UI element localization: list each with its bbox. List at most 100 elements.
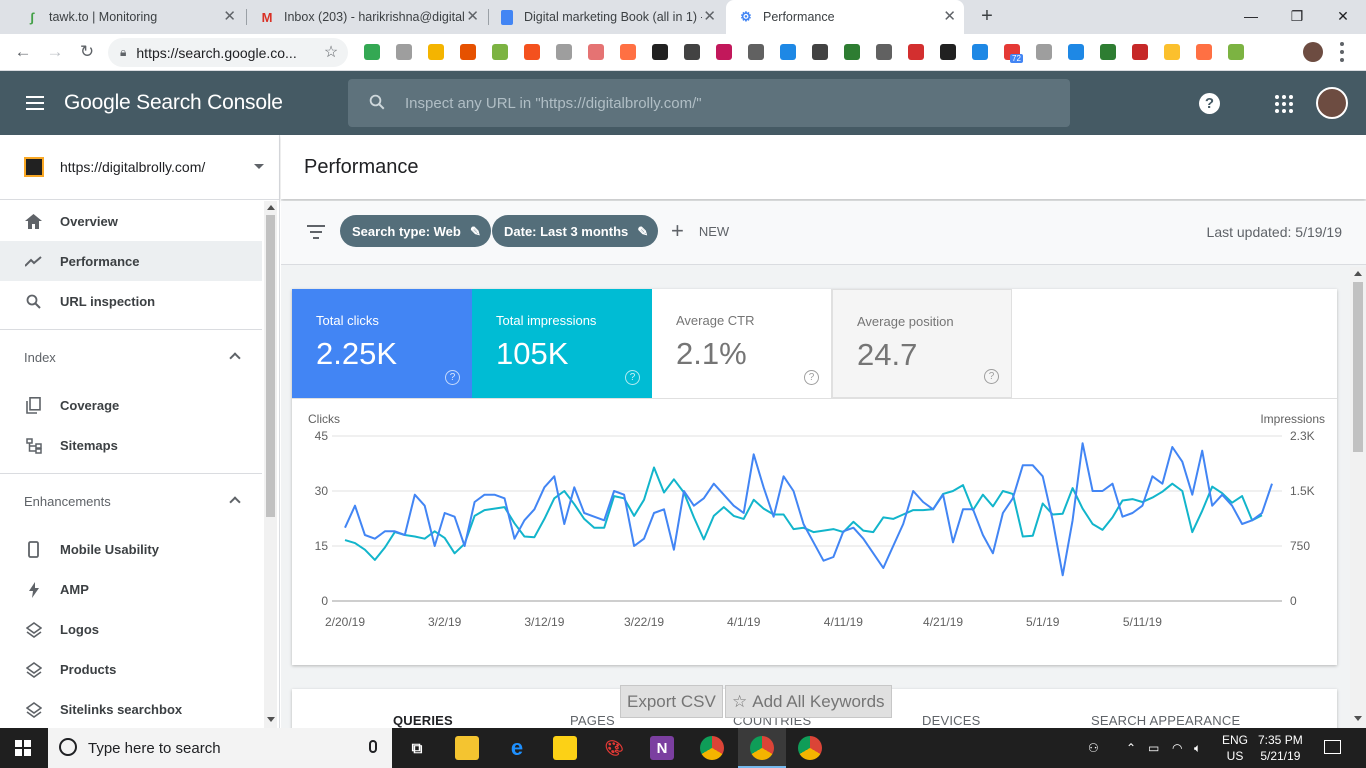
- close-tab-icon[interactable]: ✕: [223, 8, 236, 25]
- account-avatar[interactable]: [1316, 87, 1348, 119]
- paint-icon[interactable]: 🎨︎: [604, 740, 624, 757]
- filter-icon[interactable]: [307, 225, 325, 239]
- browser-extension-icon[interactable]: [972, 44, 988, 60]
- hamburger-menu-icon[interactable]: [26, 96, 44, 110]
- browser-extension-icon[interactable]: [812, 44, 828, 60]
- tab-devices[interactable]: DEVICES: [922, 713, 981, 728]
- section-index-header[interactable]: Index: [0, 329, 262, 385]
- browser-tab-tawk[interactable]: ʃ tawk.to | Monitoring ✕: [12, 0, 244, 34]
- help-circle-icon[interactable]: ?: [984, 369, 999, 384]
- browser-extension-icon[interactable]: [1132, 44, 1148, 60]
- browser-extension-icon[interactable]: [940, 44, 956, 60]
- browser-extension-icon[interactable]: [1100, 44, 1116, 60]
- help-circle-icon[interactable]: ?: [804, 370, 819, 385]
- date-filter-chip[interactable]: Date: Last 3 months ✎: [492, 215, 659, 247]
- scrollbar-thumb[interactable]: [266, 215, 275, 517]
- sidebar-item-coverage[interactable]: Coverage: [0, 385, 262, 425]
- metric-average-ctr[interactable]: Average CTR 2.1% ?: [652, 289, 832, 398]
- browser-extension-icon[interactable]: [908, 44, 924, 60]
- help-icon[interactable]: ?: [1199, 93, 1220, 114]
- sidebar-item-url-inspection[interactable]: URL inspection: [0, 281, 262, 321]
- browser-extension-icon[interactable]: [748, 44, 764, 60]
- browser-extension-icon[interactable]: [428, 44, 444, 60]
- metric-average-position[interactable]: Average position 24.7 ?: [832, 289, 1012, 398]
- back-arrow-icon[interactable]: ←: [14, 42, 32, 61]
- address-bar[interactable]: 🔒︎ https://search.google.co...: [108, 38, 348, 67]
- browser-tab-performance[interactable]: ⚙ Performance ✕: [726, 0, 964, 34]
- browser-extension-icon[interactable]: [620, 44, 636, 60]
- sidebar-item-overview[interactable]: Overview: [0, 201, 262, 241]
- browser-extension-icon[interactable]: [460, 44, 476, 60]
- wifi-icon[interactable]: ◠: [1172, 741, 1183, 755]
- bookmark-star-icon[interactable]: ☆: [323, 44, 339, 61]
- task-view-icon[interactable]: ⧉: [411, 739, 423, 757]
- windows-start-icon[interactable]: [15, 740, 31, 756]
- file-explorer-icon[interactable]: [455, 736, 479, 760]
- browser-extension-icon[interactable]: [684, 44, 700, 60]
- browser-extension-icon[interactable]: [1228, 44, 1244, 60]
- metric-total-clicks[interactable]: Total clicks 2.25K ?: [292, 289, 472, 398]
- chrome-icon[interactable]: [750, 736, 774, 760]
- search-type-filter-chip[interactable]: Search type: Web ✎: [340, 215, 491, 247]
- main-scrollbar[interactable]: [1350, 267, 1366, 728]
- browser-extension-icon[interactable]: [364, 44, 380, 60]
- add-all-keywords-button[interactable]: ☆ Add All Keywords: [725, 685, 892, 718]
- browser-extension-icon[interactable]: [716, 44, 732, 60]
- help-circle-icon[interactable]: ?: [625, 370, 640, 385]
- browser-tab-gmail[interactable]: M Inbox (203) - harikrishna@digital ✕: [247, 0, 487, 34]
- profile-avatar[interactable]: [1303, 42, 1323, 62]
- scroll-up-arrow-icon[interactable]: [1354, 271, 1362, 276]
- browser-extension-icon[interactable]: [524, 44, 540, 60]
- sidebar-item-mobile-usability[interactable]: Mobile Usability: [0, 529, 262, 569]
- show-hidden-icons-chevron[interactable]: ⌃: [1126, 741, 1137, 755]
- microphone-icon[interactable]: [369, 740, 377, 753]
- apps-grid-icon[interactable]: [1275, 95, 1293, 113]
- new-filter-button[interactable]: + NEW: [671, 215, 729, 247]
- minimize-button[interactable]: —: [1244, 8, 1258, 24]
- close-tab-icon[interactable]: ✕: [943, 8, 956, 25]
- export-csv-button[interactable]: Export CSV: [620, 685, 723, 718]
- browser-tab-docs[interactable]: Digital marketing Book (all in 1) - ✕: [487, 0, 724, 34]
- scroll-down-arrow-icon[interactable]: [267, 717, 275, 722]
- url-inspect-search-input[interactable]: Inspect any URL in "https://digitalbroll…: [348, 79, 1070, 127]
- help-circle-icon[interactable]: ?: [445, 370, 460, 385]
- browser-extension-icon[interactable]: [1036, 44, 1052, 60]
- close-tab-icon[interactable]: ✕: [466, 8, 479, 25]
- browser-extension-icon[interactable]: [1164, 44, 1180, 60]
- scrollbar-thumb[interactable]: [1353, 282, 1363, 452]
- maximize-button[interactable]: ❐: [1290, 7, 1304, 24]
- browser-extension-icon[interactable]: [1068, 44, 1084, 60]
- browser-extension-icon[interactable]: [588, 44, 604, 60]
- volume-icon[interactable]: 🔈︎: [1194, 740, 1202, 755]
- sidebar-item-performance[interactable]: Performance: [0, 241, 262, 281]
- tab-queries[interactable]: QUERIES: [393, 713, 453, 728]
- close-tab-icon[interactable]: ✕: [703, 8, 716, 25]
- sidebar-scrollbar[interactable]: [264, 201, 277, 728]
- browser-extension-icon[interactable]: [876, 44, 892, 60]
- system-clock[interactable]: 7:35 PM 5/21/19: [1258, 732, 1303, 764]
- close-window-button[interactable]: ✕: [1337, 7, 1349, 24]
- browser-extension-icon[interactable]: [780, 44, 796, 60]
- browser-menu-icon[interactable]: [1340, 42, 1344, 62]
- forward-arrow-icon[interactable]: →: [46, 42, 64, 61]
- tab-search-appearance[interactable]: SEARCH APPEARANCE: [1091, 713, 1241, 728]
- scroll-up-arrow-icon[interactable]: [267, 205, 275, 210]
- edge-browser-icon[interactable]: e: [510, 735, 524, 760]
- browser-extension-icon[interactable]: [1196, 44, 1212, 60]
- browser-extension-icon[interactable]: [556, 44, 572, 60]
- onenote-icon[interactable]: N: [650, 736, 674, 760]
- chrome-icon[interactable]: [700, 736, 724, 760]
- browser-extension-icon[interactable]: [652, 44, 668, 60]
- people-icon[interactable]: ⚇: [1088, 741, 1099, 755]
- browser-extension-icon[interactable]: [396, 44, 412, 60]
- chrome-icon[interactable]: [798, 736, 822, 760]
- sidebar-item-sitelinks-searchbox[interactable]: Sitelinks searchbox: [0, 689, 262, 729]
- metric-total-impressions[interactable]: Total impressions 105K ?: [472, 289, 652, 398]
- sidebar-item-amp[interactable]: AMP: [0, 569, 262, 609]
- battery-icon[interactable]: ▭: [1148, 741, 1160, 755]
- scroll-down-arrow-icon[interactable]: [1354, 716, 1362, 721]
- section-enhancements-header[interactable]: Enhancements: [0, 473, 262, 529]
- property-selector[interactable]: https://digitalbrolly.com/: [0, 135, 279, 200]
- notification-center-icon[interactable]: [1324, 740, 1341, 754]
- browser-extension-icon[interactable]: [492, 44, 508, 60]
